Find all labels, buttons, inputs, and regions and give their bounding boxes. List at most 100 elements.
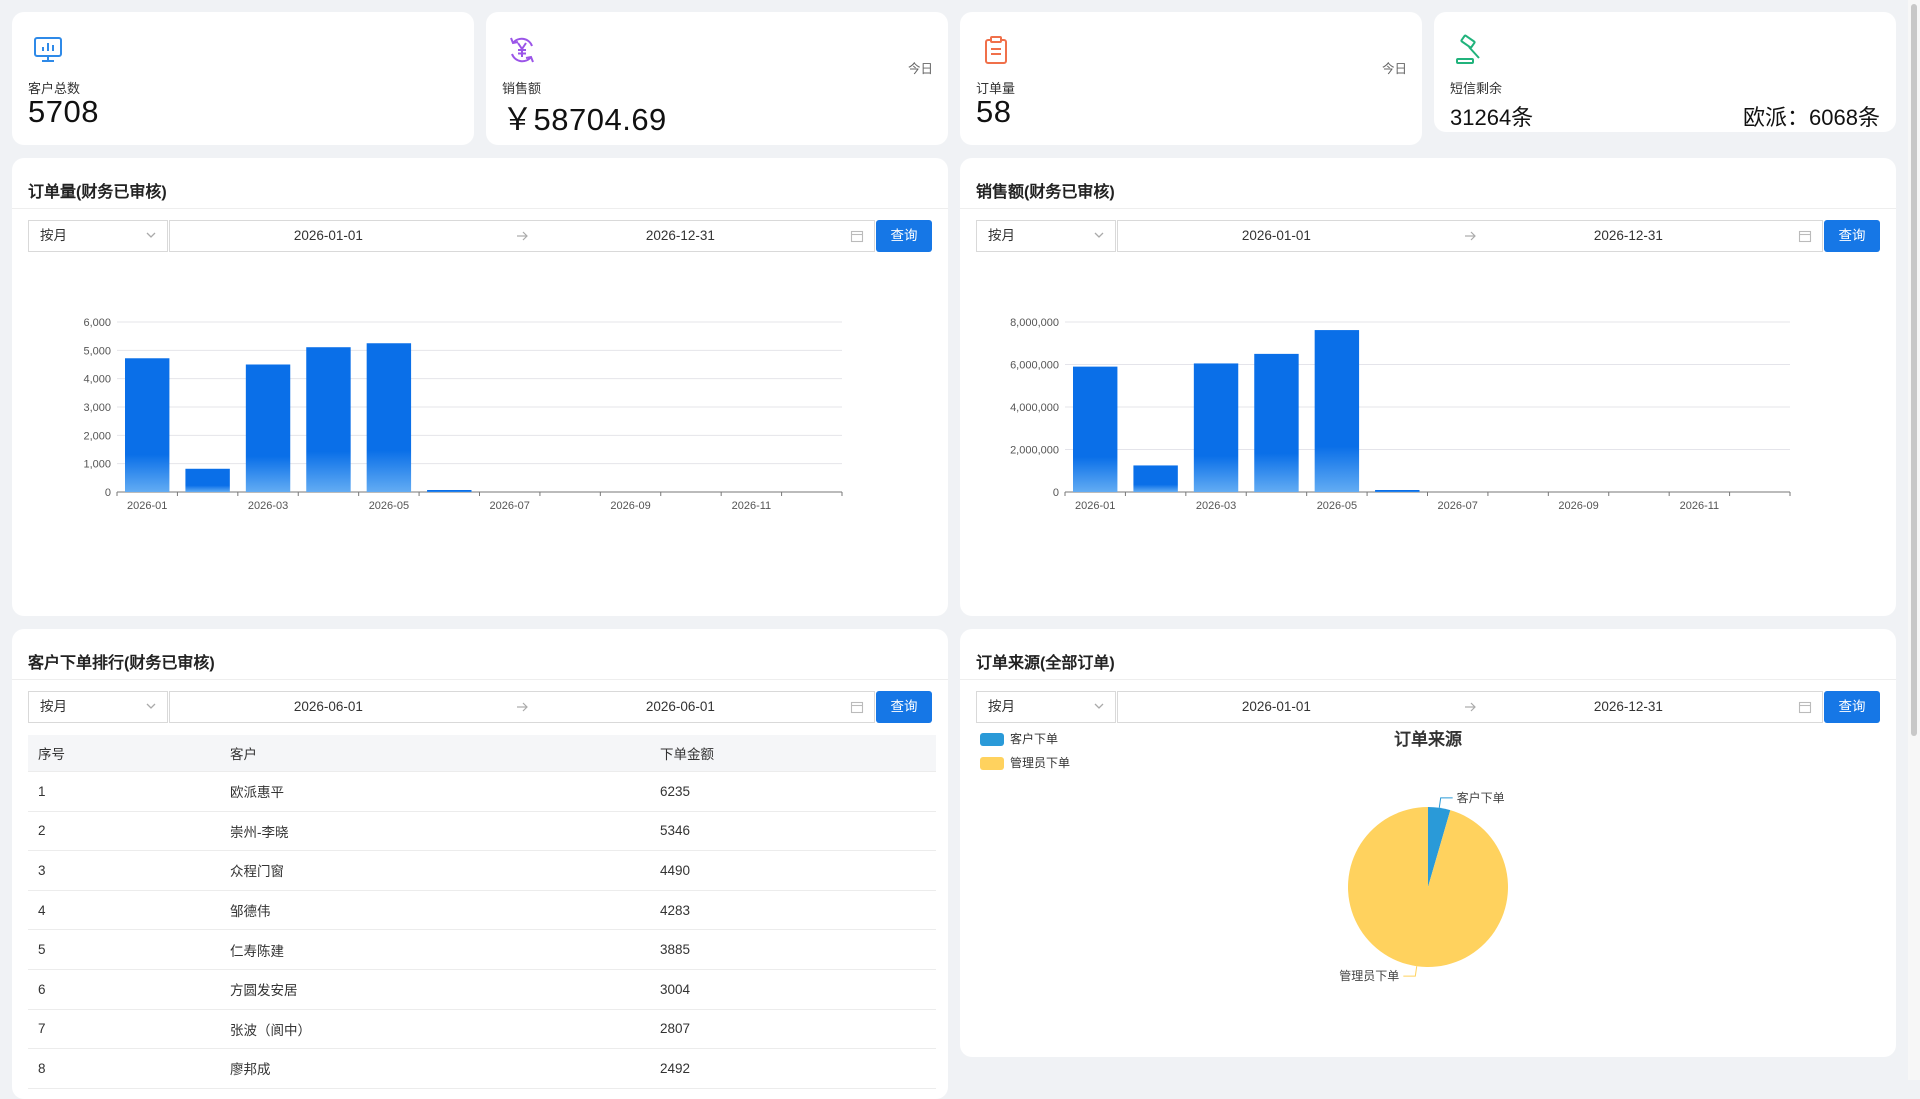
y-tick-label: 3,000 xyxy=(83,402,111,414)
query-button[interactable]: 查询 xyxy=(876,220,932,252)
x-tick-label: 2026-09 xyxy=(610,500,650,512)
customer-cell: 张波（阆中） xyxy=(220,1009,650,1050)
date-range-picker[interactable]: 2026-01-01 2026-12-31 xyxy=(1117,220,1823,252)
stat-label: 订单量 xyxy=(976,81,1016,96)
amount-cell: 3885 xyxy=(650,929,936,970)
table-row[interactable]: 6 方圆发安居 3004 xyxy=(28,969,936,1010)
filter-bar: 按月 2026-01-01 2026-12-31 查询 xyxy=(976,220,1880,254)
start-date-input[interactable]: 2026-01-01 xyxy=(1241,699,1311,714)
stat-value: 58 xyxy=(976,94,1012,129)
bar-2026-04 xyxy=(1254,353,1299,492)
monitor-chart-icon xyxy=(34,37,62,62)
start-date-input[interactable]: 2026-01-01 xyxy=(1241,228,1311,243)
scrollbar-thumb[interactable] xyxy=(1911,4,1917,736)
amount-cell: 2492 xyxy=(650,1048,936,1089)
stat-card-orders: 今日 订单量 58 xyxy=(960,12,1422,145)
table-row[interactable]: 4 邹德伟 4283 xyxy=(28,890,936,931)
pie-slice-label: 管理员下单 xyxy=(1339,968,1399,983)
amount-cell: 4490 xyxy=(650,850,936,891)
customer-cell: 崇州-李晓 xyxy=(220,811,650,852)
divider xyxy=(12,208,948,209)
period-select-value: 按月 xyxy=(988,228,1015,243)
x-tick-label: 2026-05 xyxy=(369,500,409,512)
order-source-panel: 订单来源(全部订单) 按月 2026-01-01 2026-12-31 查询 客… xyxy=(960,629,1896,1057)
period-select[interactable]: 按月 xyxy=(976,220,1116,252)
gavel-icon xyxy=(1456,34,1480,64)
table-row[interactable]: 7 张波（阆中） 2807 xyxy=(28,1009,936,1050)
period-select[interactable]: 按月 xyxy=(28,691,168,723)
y-tick-label: 6,000,000 xyxy=(1010,360,1059,372)
x-tick-label: 2026-11 xyxy=(1680,500,1720,512)
bar-2026-02 xyxy=(185,468,230,492)
chevron-down-icon xyxy=(146,703,156,709)
rank-cell: 8 xyxy=(28,1048,220,1089)
bar-2026-05 xyxy=(366,343,412,492)
pie-label-line xyxy=(1403,966,1418,977)
stat-extra-value: 欧派：6068条 xyxy=(1743,105,1880,130)
pie-label-line xyxy=(1438,797,1453,808)
rank-cell: 7 xyxy=(28,1009,220,1050)
bar-2026-06 xyxy=(427,490,472,492)
panel-title: 订单量(财务已审核) xyxy=(28,184,167,201)
arrow-right-icon xyxy=(517,231,528,241)
date-range-picker[interactable]: 2026-06-01 2026-06-01 xyxy=(169,691,875,723)
stat-card-customers: 客户总数 5708 xyxy=(12,12,474,145)
ranking-table: 序号 客户 下单金额 1 欧派惠平 6235 2 崇州-李晓 5346 3 众程门窗 4490 4… xyxy=(28,735,936,1089)
arrow-right-icon xyxy=(517,702,528,712)
table-row[interactable]: 5 仁寿陈建 3885 xyxy=(28,929,936,970)
stat-card-sales: 今日 销售额 ￥58704.69 xyxy=(486,12,948,145)
end-date-input[interactable]: 2026-12-31 xyxy=(645,228,715,243)
chevron-down-icon xyxy=(1094,232,1104,238)
end-date-input[interactable]: 2026-12-31 xyxy=(1593,699,1663,714)
rank-cell: 1 xyxy=(28,771,220,812)
y-tick-label: 6,000 xyxy=(83,317,111,329)
query-button[interactable]: 查询 xyxy=(1824,691,1880,723)
date-range-picker[interactable]: 2026-01-01 2026-12-31 xyxy=(169,220,875,252)
table-row[interactable]: 8 廖邦成 2492 xyxy=(28,1048,936,1089)
start-date-input[interactable]: 2026-01-01 xyxy=(293,228,363,243)
x-tick-label: 2026-11 xyxy=(732,500,772,512)
table-row[interactable]: 1 欧派惠平 6235 xyxy=(28,771,936,812)
table-row[interactable]: 2 崇州-李晓 5346 xyxy=(28,811,936,852)
rank-cell: 4 xyxy=(28,890,220,931)
pie-slice-1 xyxy=(1348,807,1508,967)
bar-2026-01 xyxy=(1073,366,1118,492)
query-button[interactable]: 查询 xyxy=(876,691,932,723)
bar-2026-04 xyxy=(306,347,351,492)
calendar-icon xyxy=(850,701,864,714)
y-tick-label: 2,000,000 xyxy=(1010,445,1059,457)
bar-2026-02 xyxy=(1133,465,1178,492)
period-select-value: 按月 xyxy=(40,228,67,243)
scrollbar-track[interactable] xyxy=(1908,0,1920,1080)
panel-title: 销售额(财务已审核) xyxy=(976,184,1115,201)
y-tick-label: 0 xyxy=(1053,487,1059,499)
column-header: 序号 xyxy=(28,735,220,772)
y-tick-label: 8,000,000 xyxy=(1010,317,1059,329)
legend-item-admin[interactable]: 管理员下单 xyxy=(980,754,1070,771)
clipboard-icon xyxy=(985,36,1007,64)
customer-cell: 欧派惠平 xyxy=(220,771,650,812)
amount-cell: 6235 xyxy=(650,771,936,812)
amount-cell: 3004 xyxy=(650,969,936,1010)
customer-cell: 廖邦成 xyxy=(220,1048,650,1089)
period-select[interactable]: 按月 xyxy=(28,220,168,252)
y-tick-label: 4,000,000 xyxy=(1010,402,1059,414)
customer-cell: 仁寿陈建 xyxy=(220,929,650,970)
divider xyxy=(12,679,948,680)
sales-chart-panel: 销售额(财务已审核) 按月 2026-01-01 2026-12-31 查询 0… xyxy=(960,158,1896,616)
x-tick-label: 2026-03 xyxy=(1196,500,1236,512)
date-range-picker[interactable]: 2026-01-01 2026-12-31 xyxy=(1117,691,1823,723)
period-select[interactable]: 按月 xyxy=(976,691,1116,723)
end-date-input[interactable]: 2026-06-01 xyxy=(645,699,715,714)
filter-bar: 按月 2026-01-01 2026-12-31 查询 xyxy=(976,691,1880,725)
today-label: 今日 xyxy=(907,62,933,76)
bar-2026-03 xyxy=(245,364,291,492)
legend-item-customer[interactable]: 客户下单 xyxy=(980,730,1058,747)
query-button[interactable]: 查询 xyxy=(1824,220,1880,252)
arrow-right-icon xyxy=(1465,702,1476,712)
rank-cell: 6 xyxy=(28,969,220,1010)
chevron-down-icon xyxy=(1094,703,1104,709)
table-row[interactable]: 3 众程门窗 4490 xyxy=(28,850,936,891)
end-date-input[interactable]: 2026-12-31 xyxy=(1593,228,1663,243)
start-date-input[interactable]: 2026-06-01 xyxy=(293,699,363,714)
